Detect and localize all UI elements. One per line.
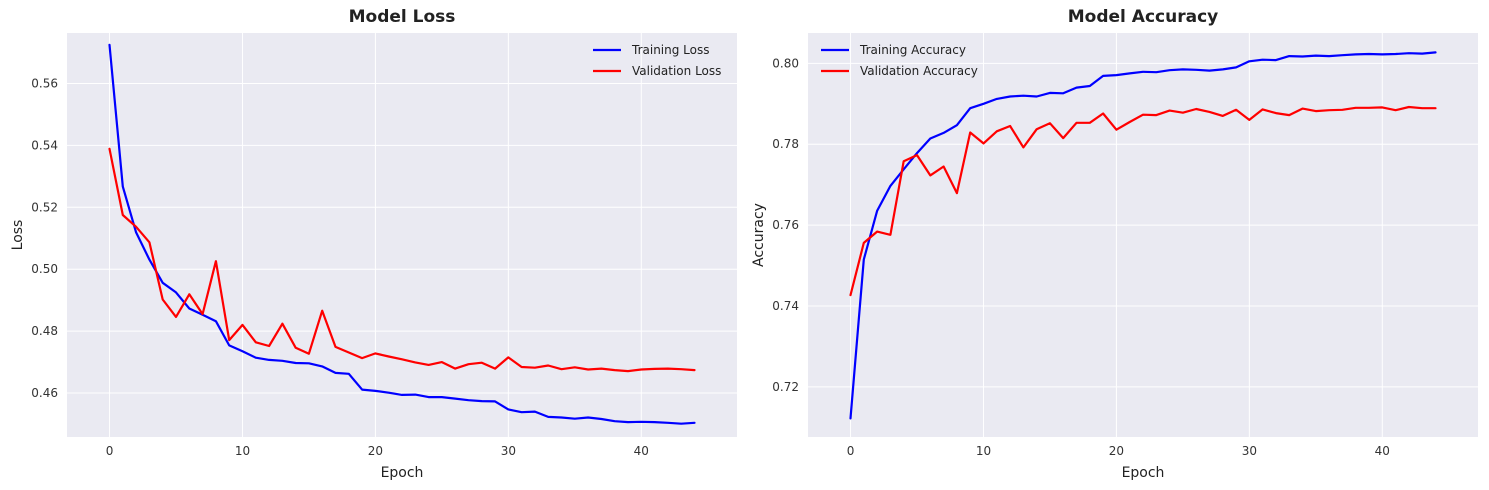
chart-title: Model Loss bbox=[349, 7, 456, 27]
tick-labels: 0 10 20 30 40 0.46 0.48 0.50 0.52 0.54 0.56 bbox=[31, 76, 649, 458]
x-tick-label: 30 bbox=[1242, 444, 1257, 458]
legend-label-training-accuracy: Training Accuracy bbox=[859, 43, 966, 57]
y-tick-label: 0.72 bbox=[772, 380, 799, 394]
x-tick-label: 20 bbox=[368, 444, 383, 458]
grid-lines bbox=[808, 33, 1478, 437]
y-tick-label: 0.56 bbox=[31, 76, 58, 90]
x-tick-label: 10 bbox=[976, 444, 991, 458]
legend-label-training-loss: Training Loss bbox=[631, 43, 709, 57]
x-axis-label: Epoch bbox=[1122, 465, 1165, 481]
loss-chart-panel: 0 10 20 30 40 0.46 0.48 0.50 0.52 0.54 0.56 Model … bbox=[10, 7, 737, 481]
x-tick-label: 40 bbox=[1375, 444, 1390, 458]
chart-title: Model Accuracy bbox=[1068, 7, 1218, 27]
series-line-training-loss bbox=[108, 43, 696, 425]
series-lines bbox=[849, 51, 1437, 420]
x-tick-label: 20 bbox=[1109, 444, 1124, 458]
legend: Training Accuracy Validation Accuracy bbox=[821, 43, 978, 78]
accuracy-chart-panel: 0 10 20 30 40 0.72 0.74 0.76 0.78 0.80 Model Accu… bbox=[751, 7, 1478, 481]
y-tick-label: 0.74 bbox=[772, 299, 799, 313]
plot-area bbox=[808, 33, 1478, 437]
series-lines bbox=[108, 43, 696, 425]
y-tick-label: 0.52 bbox=[31, 200, 58, 214]
y-axis-label: Accuracy bbox=[751, 203, 767, 267]
y-tick-label: 0.80 bbox=[772, 56, 799, 70]
plot-area bbox=[67, 33, 737, 437]
x-tick-label: 40 bbox=[634, 444, 649, 458]
x-tick-label: 30 bbox=[501, 444, 516, 458]
y-tick-label: 0.48 bbox=[31, 324, 58, 338]
legend: Training Loss Validation Loss bbox=[593, 43, 721, 78]
y-tick-label: 0.78 bbox=[772, 137, 799, 151]
x-axis-label: Epoch bbox=[381, 465, 424, 481]
series-line-training-accuracy bbox=[849, 51, 1437, 420]
y-tick-label: 0.46 bbox=[31, 386, 58, 400]
tick-labels: 0 10 20 30 40 0.72 0.74 0.76 0.78 0.80 bbox=[772, 56, 1390, 458]
y-axis-label: Loss bbox=[10, 220, 26, 251]
y-tick-label: 0.50 bbox=[31, 262, 58, 276]
series-line-validation-loss bbox=[108, 147, 696, 373]
series-line-validation-accuracy bbox=[849, 105, 1437, 297]
y-tick-label: 0.76 bbox=[772, 218, 799, 232]
legend-label-validation-accuracy: Validation Accuracy bbox=[860, 64, 978, 78]
legend-label-validation-loss: Validation Loss bbox=[632, 64, 721, 78]
x-tick-label: 0 bbox=[847, 444, 855, 458]
y-tick-label: 0.54 bbox=[31, 138, 58, 152]
grid-lines bbox=[67, 33, 737, 437]
x-tick-label: 0 bbox=[106, 444, 114, 458]
x-tick-label: 10 bbox=[235, 444, 250, 458]
